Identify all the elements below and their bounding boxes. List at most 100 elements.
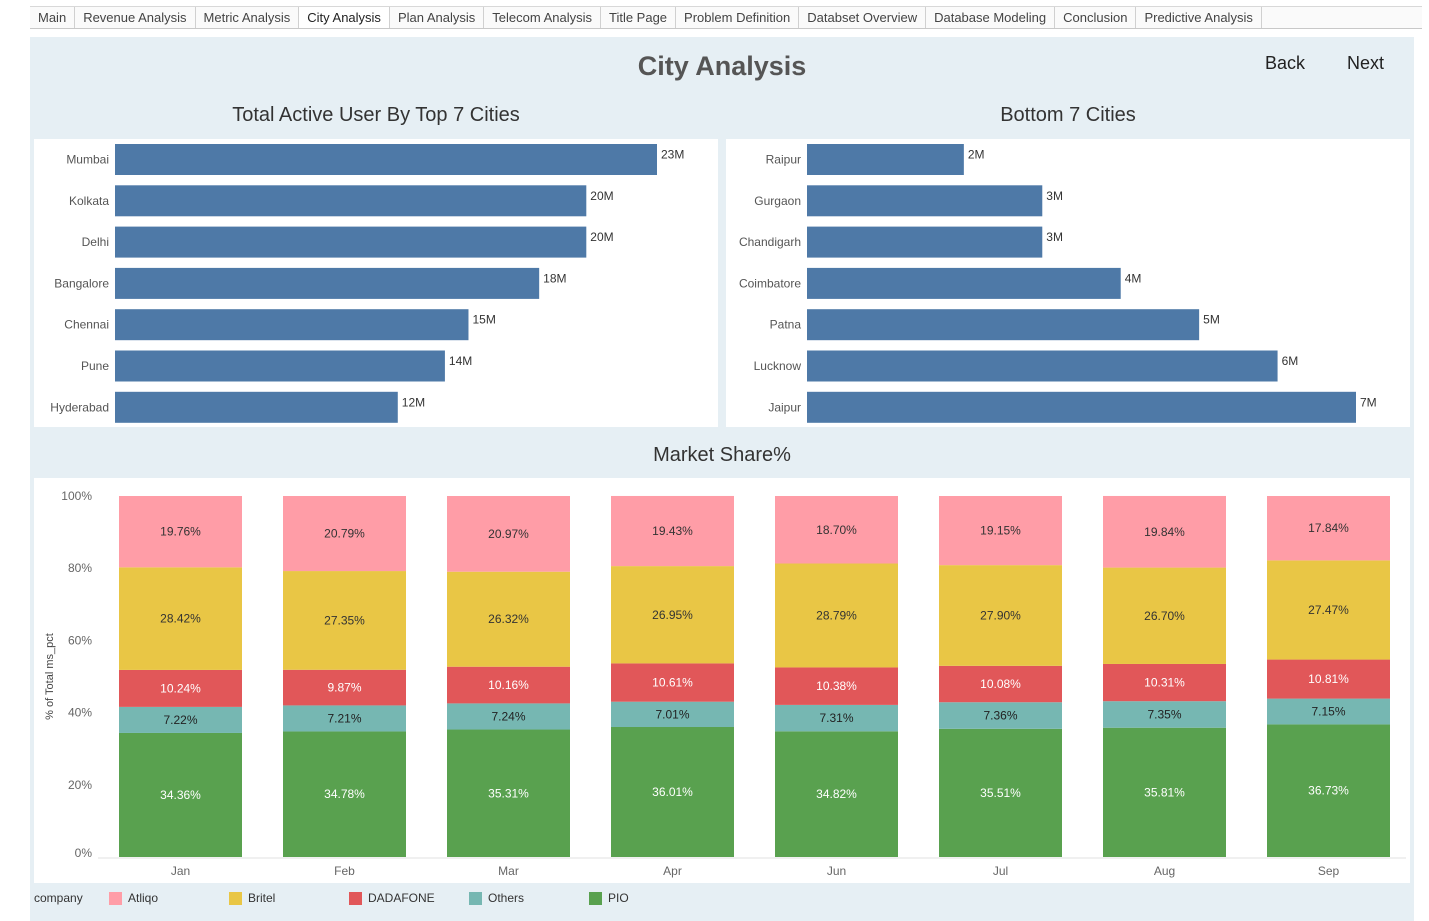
legend-swatch bbox=[229, 891, 242, 905]
market-share-svg: 0% 20% 40% 60% 80% 100% % of Total ms_pct 34.36… bbox=[44, 489, 1406, 878]
category-label: Raipur bbox=[766, 153, 801, 167]
bar-segment-atliqo[interactable] bbox=[611, 495, 734, 567]
bar-segment-atliqo[interactable] bbox=[283, 496, 406, 572]
legend-item-others[interactable]: Others bbox=[469, 891, 524, 905]
legend-item-dadafone[interactable]: DADAFONE bbox=[349, 891, 435, 905]
tab-problem-definition[interactable]: Problem Definition bbox=[676, 7, 800, 28]
data-label: 34.36% bbox=[160, 788, 201, 802]
bar[interactable] bbox=[807, 226, 1043, 258]
bar[interactable] bbox=[115, 309, 469, 341]
bar[interactable] bbox=[115, 144, 657, 175]
bar-segment-others[interactable] bbox=[119, 706, 242, 733]
bar-segment-britel[interactable] bbox=[119, 567, 242, 670]
bar-segment-dadafone[interactable] bbox=[939, 665, 1062, 703]
bar[interactable] bbox=[115, 267, 540, 299]
bar-segment-pio[interactable] bbox=[1267, 724, 1390, 857]
bar[interactable] bbox=[115, 391, 398, 423]
bar-segment-atliqo[interactable] bbox=[1267, 496, 1390, 561]
bar-segment-atliqo[interactable] bbox=[447, 496, 570, 572]
bar-segment-others[interactable] bbox=[1103, 701, 1226, 728]
bar-segment-others[interactable] bbox=[447, 703, 570, 730]
bar-segment-atliqo[interactable] bbox=[119, 496, 242, 568]
bar-segment-atliqo[interactable] bbox=[939, 496, 1062, 566]
data-label: 36.01% bbox=[652, 785, 693, 799]
bar[interactable] bbox=[807, 185, 1043, 217]
tab-revenue-analysis[interactable]: Revenue Analysis bbox=[75, 7, 196, 28]
legend-item-atliqo[interactable]: Atliqo bbox=[109, 891, 158, 905]
data-label: 27.35% bbox=[324, 613, 365, 627]
data-label: 4M bbox=[1125, 271, 1142, 285]
tab-city-analysis[interactable]: City Analysis bbox=[299, 7, 390, 28]
tab-conclusion[interactable]: Conclusion bbox=[1055, 7, 1137, 28]
next-button[interactable]: Next bbox=[1347, 53, 1385, 73]
tab-telecom-analysis[interactable]: Telecom Analysis bbox=[484, 7, 601, 28]
bar[interactable] bbox=[807, 309, 1200, 341]
tab-predictive-analysis[interactable]: Predictive Analysis bbox=[1136, 7, 1262, 28]
category-label: Chandigarh bbox=[739, 235, 801, 249]
bar-segment-pio[interactable] bbox=[283, 731, 406, 857]
dashboard: City Analysis Back Next Total Active Use… bbox=[30, 37, 1414, 921]
bar-segment-dadafone[interactable] bbox=[119, 669, 242, 707]
data-label: 19.43% bbox=[652, 524, 693, 538]
bar-segment-atliqo[interactable] bbox=[1103, 495, 1226, 568]
tab-main[interactable]: Main bbox=[30, 7, 76, 28]
tab-title-page[interactable]: Title Page bbox=[601, 7, 677, 28]
data-label: 10.16% bbox=[488, 678, 529, 692]
bar-segment-others[interactable] bbox=[611, 701, 734, 728]
bar-segment-others[interactable] bbox=[939, 702, 1062, 729]
bottom-cities-title: Bottom 7 Cities bbox=[1000, 104, 1136, 126]
tab-metric-analysis[interactable]: Metric Analysis bbox=[196, 7, 300, 28]
bar-segment-others[interactable] bbox=[1267, 698, 1390, 725]
bar[interactable] bbox=[115, 185, 587, 217]
data-label: 27.90% bbox=[980, 608, 1021, 622]
bar-segment-britel[interactable] bbox=[611, 566, 734, 664]
tab-databset-overview[interactable]: Databset Overview bbox=[799, 7, 927, 28]
data-label: 19.84% bbox=[1144, 525, 1185, 539]
bar-segment-pio[interactable] bbox=[775, 731, 898, 857]
legend-item-britel[interactable]: Britel bbox=[229, 891, 275, 905]
tab-plan-analysis[interactable]: Plan Analysis bbox=[390, 7, 485, 28]
bar-segment-britel[interactable] bbox=[1103, 567, 1226, 664]
bar-segment-pio[interactable] bbox=[1103, 727, 1226, 857]
legend-swatch bbox=[109, 891, 122, 905]
bottom-cities-chart: Raipur 2M Gurgaon 3M Chandigarh 3M Coimbatore 4… bbox=[726, 139, 1410, 427]
bar-segment-dadafone[interactable] bbox=[611, 663, 734, 702]
data-label: 7.35% bbox=[1147, 707, 1181, 721]
bar[interactable] bbox=[807, 144, 964, 175]
bar-segment-britel[interactable] bbox=[1267, 560, 1390, 660]
data-label: 7.31% bbox=[819, 711, 853, 725]
bar-segment-atliqo[interactable] bbox=[775, 496, 898, 564]
bar[interactable] bbox=[115, 350, 445, 382]
bar-segment-dadafone[interactable] bbox=[775, 667, 898, 705]
legend-label: DADAFONE bbox=[368, 891, 435, 905]
bar-segment-dadafone[interactable] bbox=[1103, 663, 1226, 702]
legend-item-pio[interactable]: PIO bbox=[589, 891, 629, 905]
data-label: 7M bbox=[1360, 395, 1377, 409]
bar-segment-dadafone[interactable] bbox=[283, 669, 406, 706]
x-tick-label: Jun bbox=[827, 864, 846, 878]
bar-segment-pio[interactable] bbox=[611, 727, 734, 857]
legend-label: Others bbox=[488, 891, 525, 905]
market-share-title: Market Share% bbox=[653, 444, 791, 466]
bar-segment-dadafone[interactable] bbox=[447, 666, 570, 704]
bar-segment-pio[interactable] bbox=[119, 732, 242, 857]
bar-segment-dadafone[interactable] bbox=[1267, 659, 1390, 699]
bar[interactable] bbox=[807, 350, 1278, 382]
bar-segment-britel[interactable] bbox=[283, 571, 406, 670]
data-label: 34.78% bbox=[324, 787, 365, 801]
page-title: City Analysis bbox=[637, 51, 807, 81]
back-button[interactable]: Back bbox=[1265, 53, 1306, 73]
bar-segment-others[interactable] bbox=[775, 704, 898, 732]
legend-label: Atliqo bbox=[128, 891, 159, 905]
bar-segment-britel[interactable] bbox=[939, 565, 1062, 666]
tab-database-modeling[interactable]: Database Modeling bbox=[926, 7, 1056, 28]
bar[interactable] bbox=[115, 226, 587, 258]
bar-segment-others[interactable] bbox=[283, 705, 406, 732]
bar-segment-britel[interactable] bbox=[447, 571, 570, 667]
data-label: 2M bbox=[968, 148, 985, 162]
bar[interactable] bbox=[807, 391, 1356, 423]
bar[interactable] bbox=[807, 267, 1121, 299]
bar-segment-pio[interactable] bbox=[447, 729, 570, 857]
bar-segment-britel[interactable] bbox=[775, 563, 898, 668]
bar-segment-pio[interactable] bbox=[939, 728, 1062, 857]
